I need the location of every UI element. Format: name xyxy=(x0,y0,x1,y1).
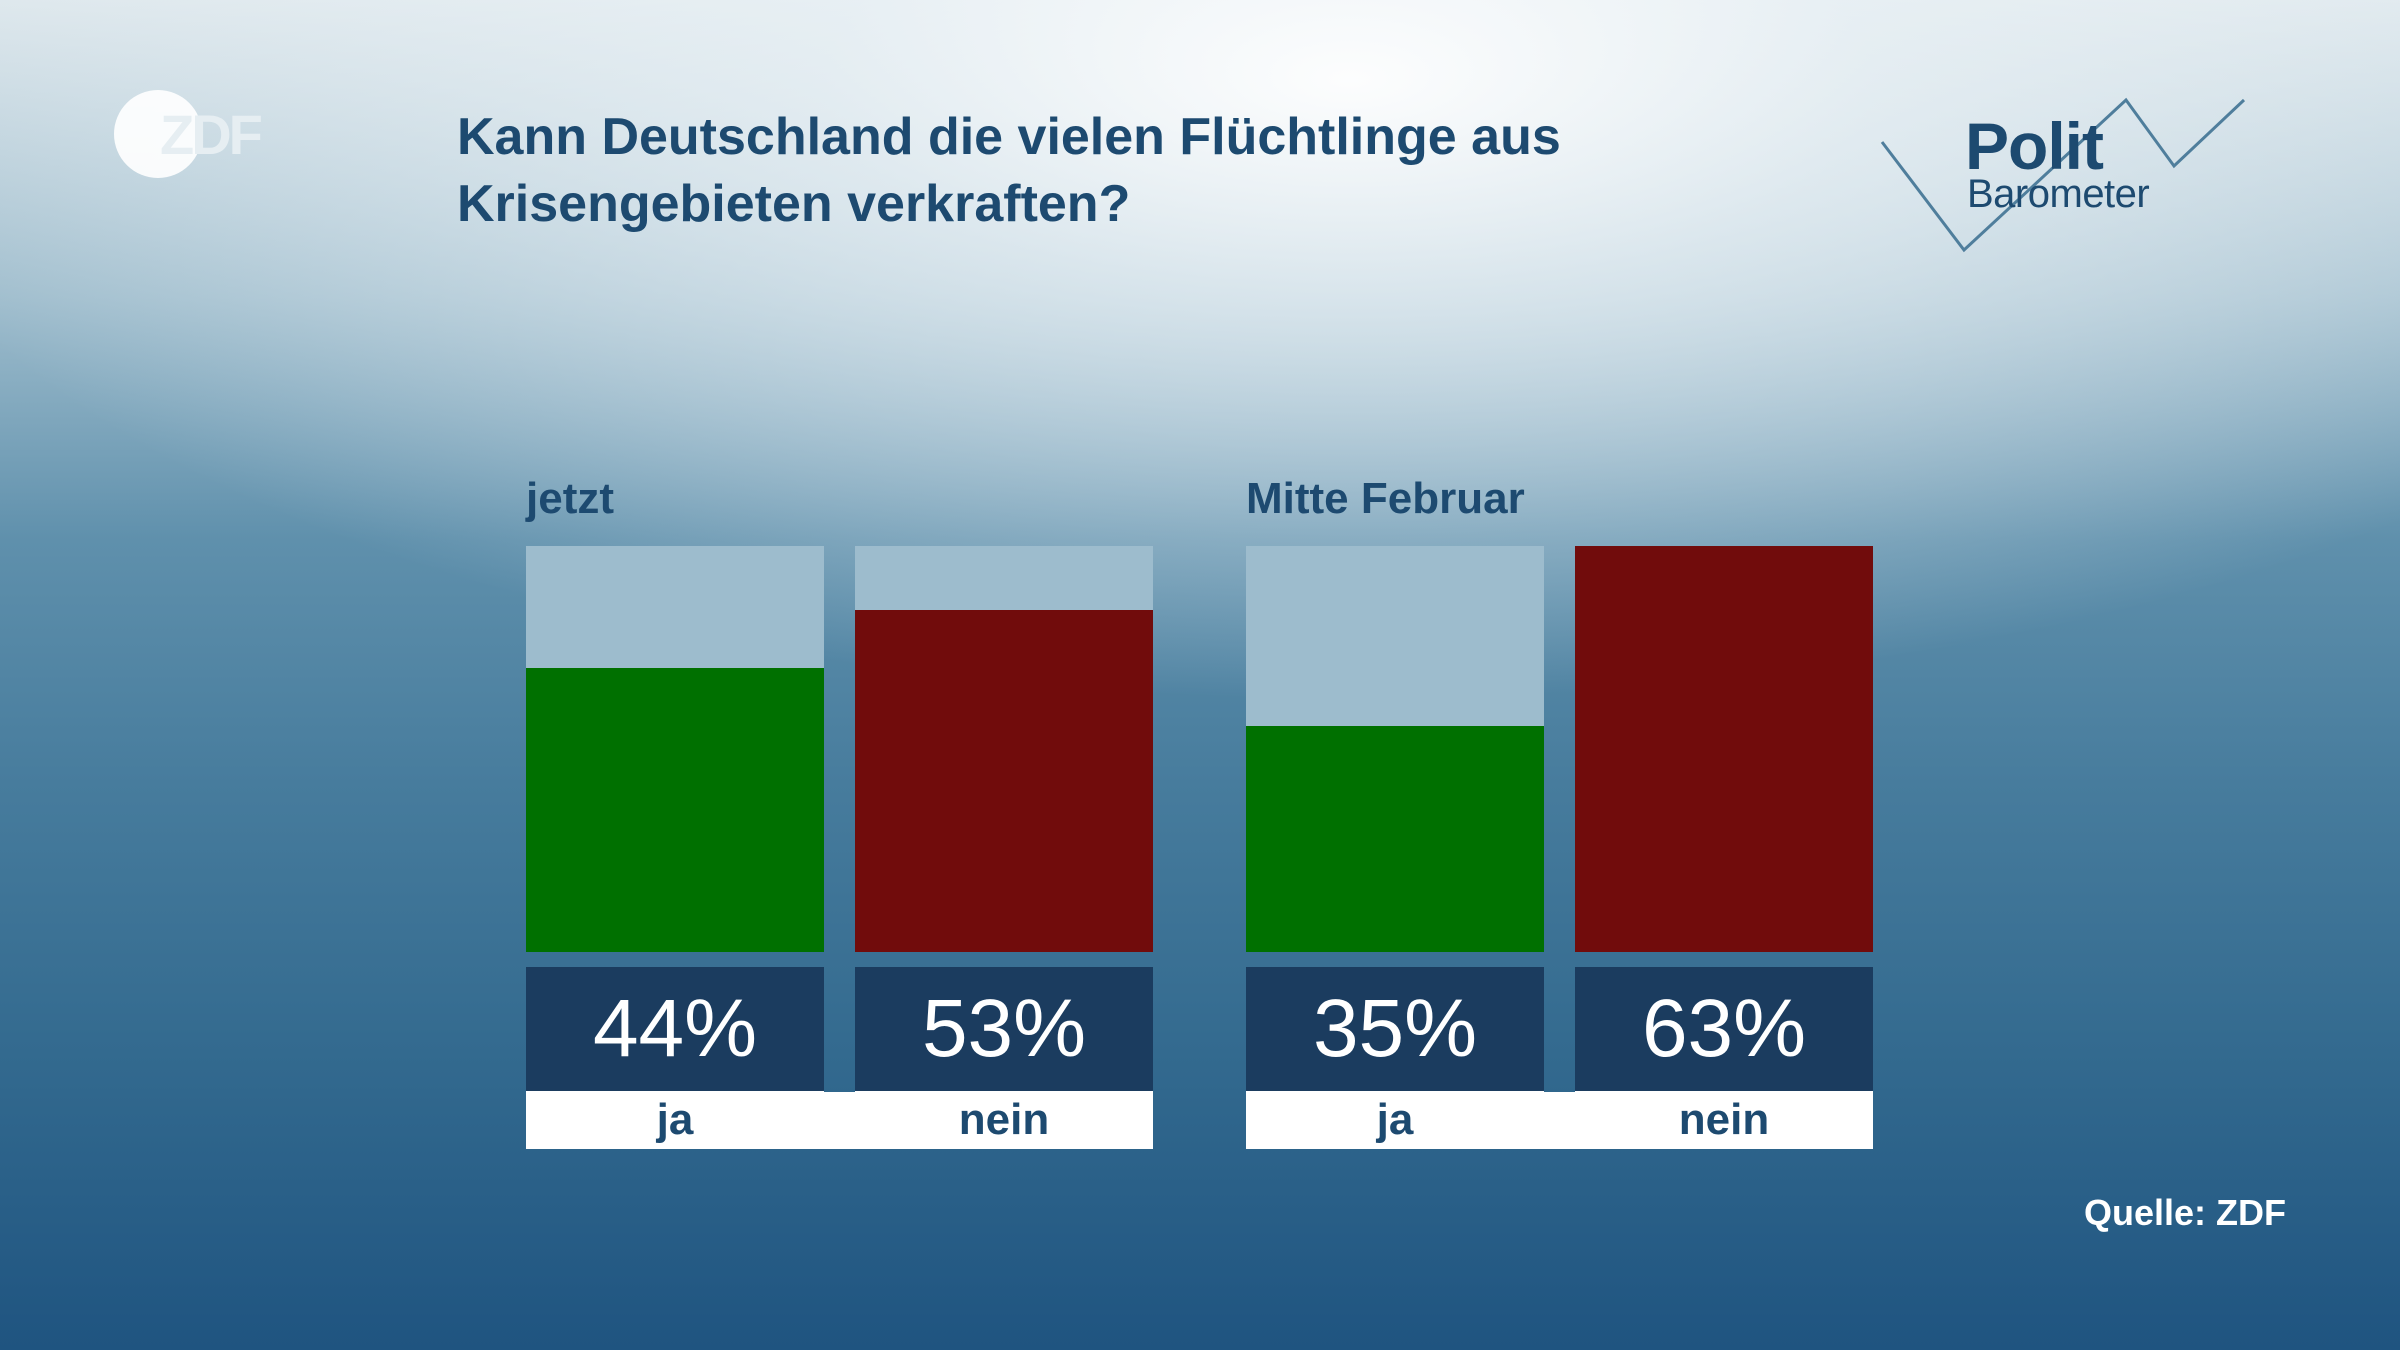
politbarometer-word-barometer: Barometer xyxy=(1967,172,2150,216)
bar-category-label: ja xyxy=(526,1091,824,1148)
bar-category-label: nein xyxy=(855,1091,1153,1148)
bar-category-label: nein xyxy=(1575,1091,1873,1148)
group-label: jetzt xyxy=(526,474,614,523)
chart-title: Kann Deutschland die vielen Flüchtlinge … xyxy=(457,108,1561,233)
source-label: Quelle: ZDF xyxy=(2083,1192,2286,1233)
bar-value-label: 35% xyxy=(1246,967,1544,1091)
bar-fill-nein xyxy=(855,610,1153,952)
bar-track xyxy=(1575,546,1873,952)
bar-fill-ja xyxy=(1246,726,1544,952)
bar-track xyxy=(855,546,1153,952)
bar-value-label: 53% xyxy=(855,967,1153,1091)
group-label: Mitte Februar xyxy=(1246,474,1525,523)
bar-fill-nein xyxy=(1575,546,1873,952)
bar-track xyxy=(1246,546,1544,952)
bar-value-label: 44% xyxy=(526,967,824,1091)
zdf-logo-text: ZDF xyxy=(160,103,262,166)
zdf-logo-icon: ZDF xyxy=(114,90,265,178)
politbarometer-logo: Polit Barometer xyxy=(1880,96,2250,256)
bar-fill-ja xyxy=(526,668,824,952)
bar-track xyxy=(526,546,824,952)
politbarometer-word-polit: Polit xyxy=(1965,109,2104,183)
bar-category-label: ja xyxy=(1246,1091,1544,1148)
bar-value-label: 63% xyxy=(1575,967,1873,1091)
politbarometer-zigzag-icon xyxy=(1880,97,2246,253)
zdf-logo: ZDF xyxy=(112,86,282,182)
